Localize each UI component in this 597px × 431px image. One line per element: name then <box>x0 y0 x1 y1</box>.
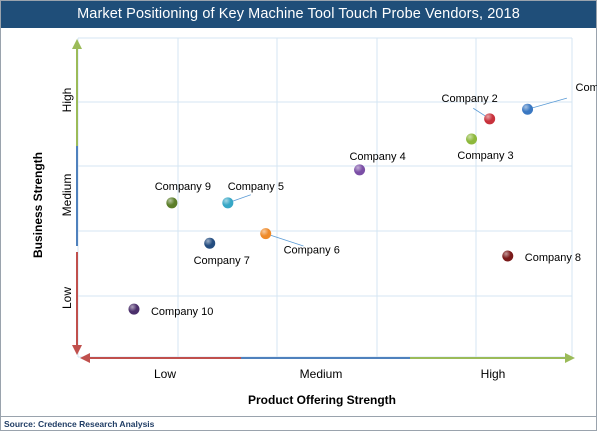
y-tick-label: High <box>60 88 74 113</box>
point-label-company-6: Company 6 <box>284 245 340 257</box>
point-highlight-company-8 <box>502 250 514 262</box>
point-highlight-company-6 <box>260 228 272 240</box>
point-label-company-9: Company 9 <box>155 181 211 193</box>
y-axis-label: Business Strength <box>31 151 45 259</box>
point-highlight-company-4 <box>354 164 366 176</box>
x-tick-label: Low <box>154 367 176 381</box>
leader-line-company-6 <box>265 233 304 247</box>
point-highlight-company-5 <box>222 197 234 209</box>
leader-line-company-1 <box>527 97 568 110</box>
point-label-company-2: Company 2 <box>442 93 498 105</box>
point-highlight-company-7 <box>204 237 216 249</box>
y-tick-label: Low <box>60 287 74 309</box>
x-axis-label: Product Offering Strength <box>248 393 396 407</box>
point-highlight-company-10 <box>128 303 140 315</box>
point-highlight-company-1 <box>522 103 534 115</box>
y-tick-label: Medium <box>60 174 74 217</box>
point-label-company-10: Company 10 <box>151 306 213 318</box>
source-note: Source: Credence Research Analysis <box>1 416 596 430</box>
point-label-company-4: Company 4 <box>349 151 405 163</box>
point-highlight-company-2 <box>484 113 496 125</box>
point-label-company-7: Company 7 <box>194 255 250 267</box>
point-label-company-3: Company 3 <box>457 150 513 162</box>
point-label-company-1: Company 1 <box>576 82 597 94</box>
point-label-company-5: Company 5 <box>228 181 284 193</box>
point-label-company-8: Company 8 <box>525 252 581 264</box>
point-highlight-company-9 <box>166 197 178 209</box>
x-tick-label: Medium <box>300 367 343 381</box>
chart-title: Market Positioning of Key Machine Tool T… <box>1 1 596 28</box>
x-tick-label: High <box>481 367 506 381</box>
point-highlight-company-3 <box>466 133 478 145</box>
